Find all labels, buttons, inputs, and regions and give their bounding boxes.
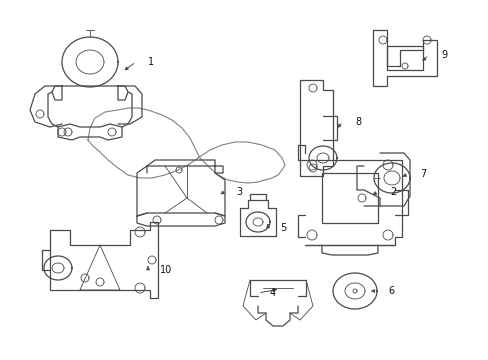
Text: 1: 1 bbox=[148, 57, 154, 67]
Text: 4: 4 bbox=[269, 288, 276, 298]
Text: 8: 8 bbox=[354, 117, 360, 127]
Text: 7: 7 bbox=[419, 169, 426, 179]
Text: 9: 9 bbox=[440, 50, 446, 60]
Text: 5: 5 bbox=[280, 223, 285, 233]
Text: 10: 10 bbox=[160, 265, 172, 275]
Text: 3: 3 bbox=[236, 187, 242, 197]
Text: 6: 6 bbox=[387, 286, 393, 296]
Text: 2: 2 bbox=[389, 187, 395, 197]
